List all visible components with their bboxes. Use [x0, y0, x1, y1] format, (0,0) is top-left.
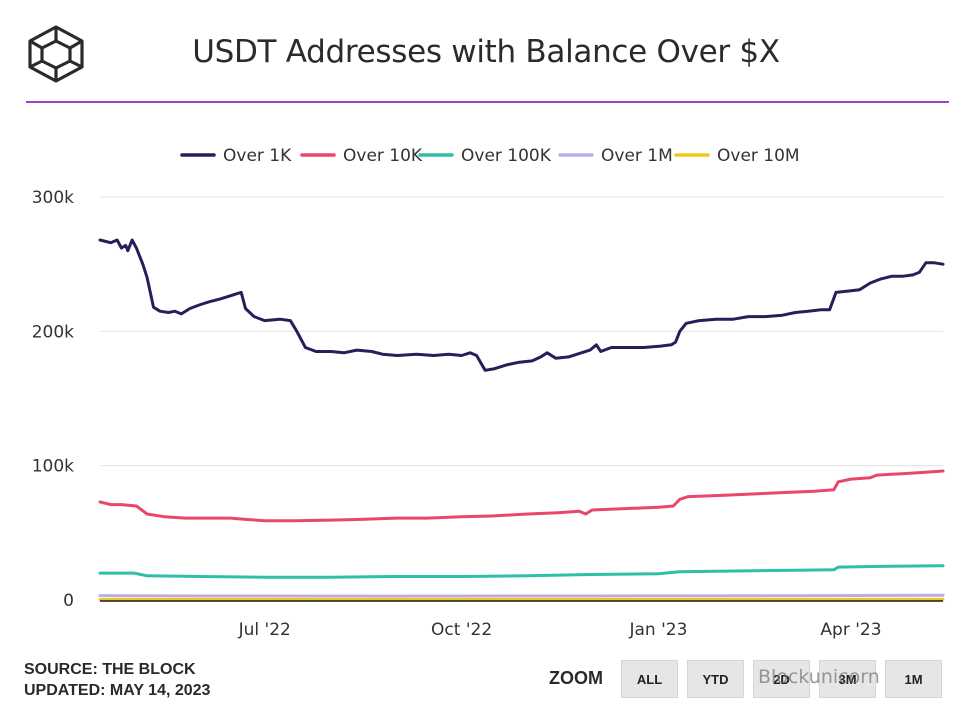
legend-label: Over 100K [461, 146, 552, 166]
zoom-3m-button[interactable]: 3M [819, 660, 876, 698]
zoom-1m-button[interactable]: 1M [885, 660, 942, 698]
the-block-logo [28, 25, 84, 83]
y-tick-label: 100k [32, 457, 74, 477]
series-line-over-1k [98, 238, 945, 372]
title-divider [26, 101, 949, 103]
x-tick-label: Oct '22 [431, 620, 492, 640]
y-tick-label: 300k [32, 188, 74, 208]
legend-label: Over 10K [343, 146, 423, 166]
watermark: Blockunicorn [758, 666, 880, 688]
x-tick-label: Jul '22 [238, 620, 291, 640]
legend-label: Over 1M [601, 146, 673, 166]
line-chart: 0 100k 200k 300k Jul '22 Oct '22 Jan '23 Apr '2… [32, 146, 945, 640]
source-label: SOURCE: THE BLOCK [24, 661, 196, 678]
zoom-2d-button[interactable]: 2D [753, 660, 810, 698]
zoom-ytd-button[interactable]: YTD [687, 660, 744, 698]
x-tick-label: Apr '23 [820, 620, 881, 640]
zoom-label: ZOOM [549, 668, 603, 688]
series-line-over-10k [98, 469, 945, 523]
footer-credits: SOURCE: THE BLOCK UPDATED: MAY 14, 2023 [24, 659, 210, 701]
x-tick-label: Jan '23 [628, 620, 687, 640]
series-line-over-100k [98, 564, 945, 579]
legend-label: Over 1K [223, 146, 292, 166]
legend-label: Over 10M [717, 146, 800, 166]
y-tick-label: 200k [32, 322, 74, 342]
updated-label: UPDATED: MAY 14, 2023 [24, 682, 211, 699]
y-tick-label: 0 [63, 591, 74, 611]
chart-title: USDT Addresses with Balance Over $X [192, 34, 780, 70]
series-line-over-1m [98, 593, 945, 598]
zoom-all-button[interactable]: ALL [621, 660, 678, 698]
